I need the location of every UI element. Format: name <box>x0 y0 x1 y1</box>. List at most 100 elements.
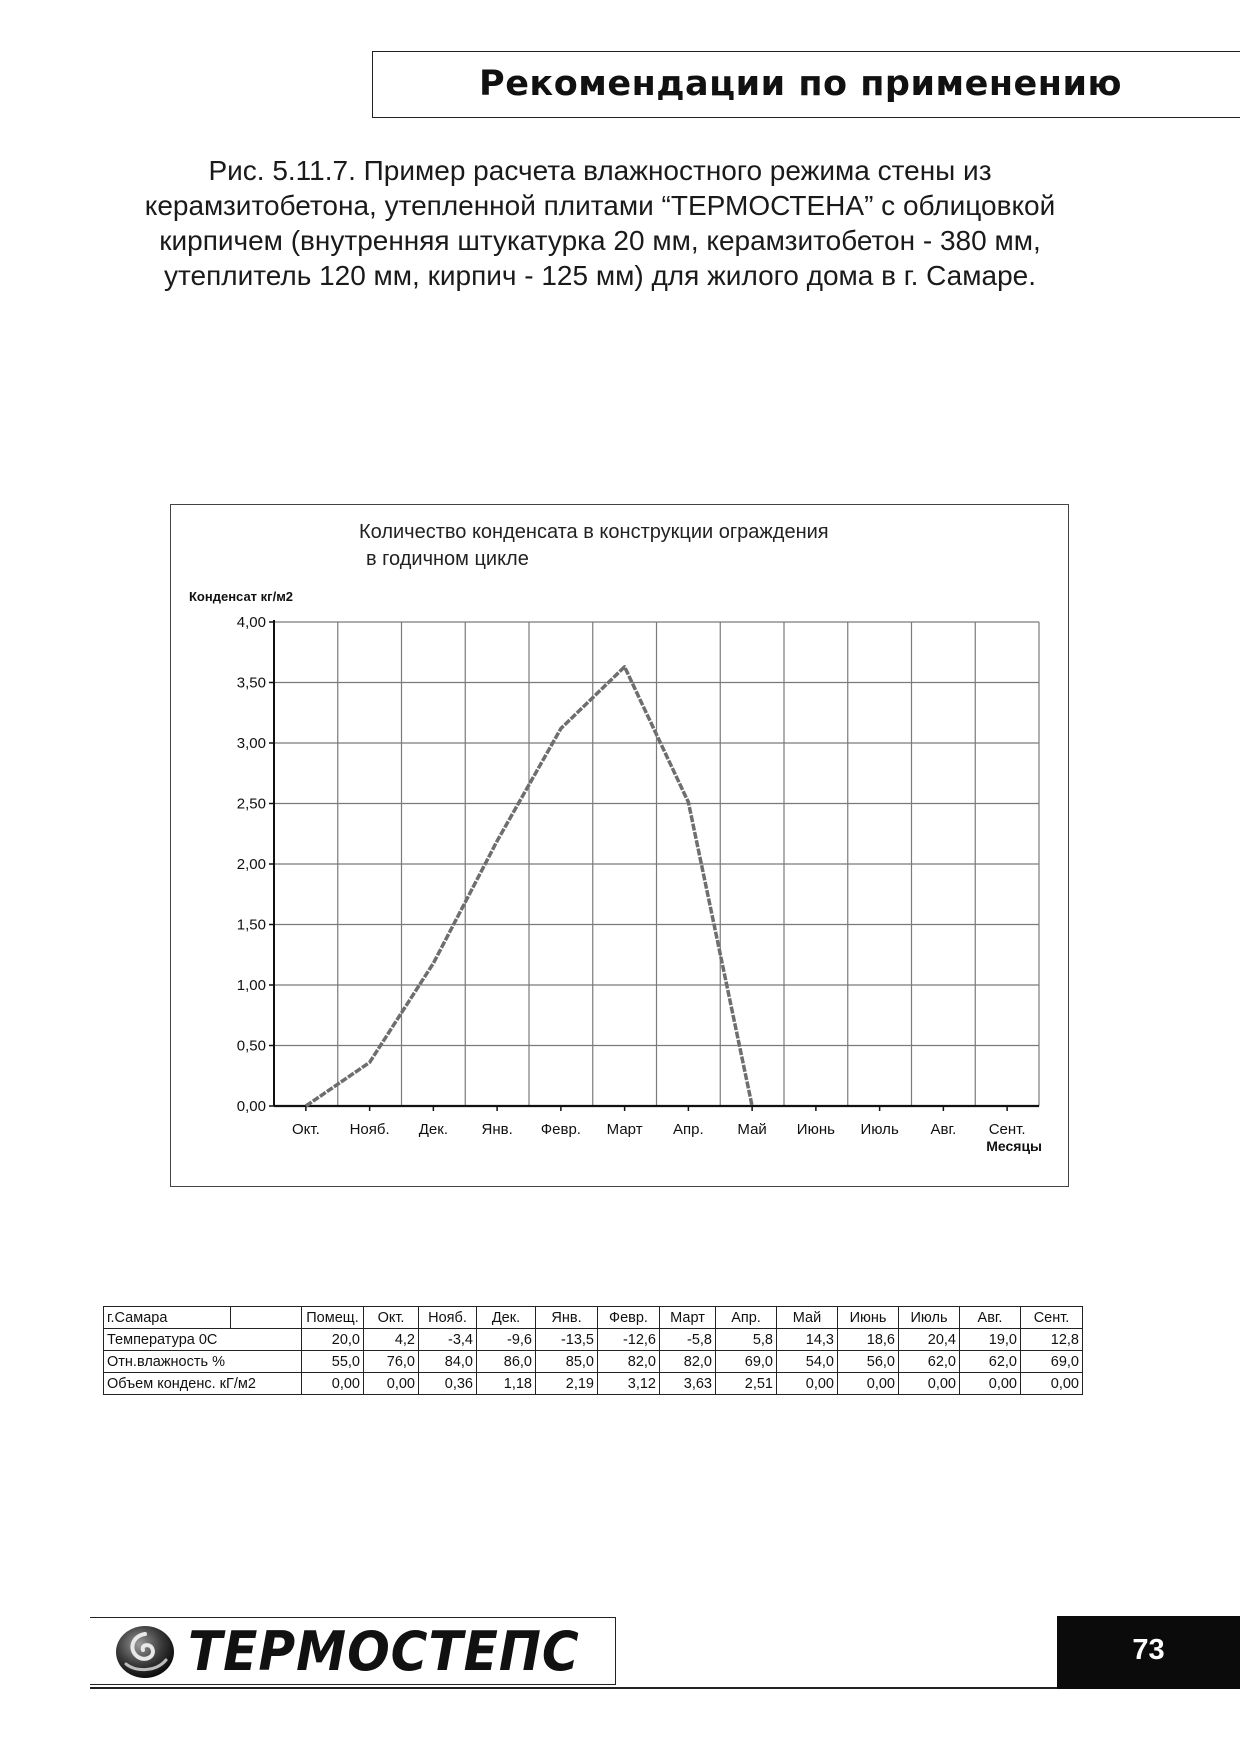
table-cell: 82,0 <box>659 1350 716 1373</box>
table-cell: 19,0 <box>959 1328 1021 1351</box>
x-tick-label: Окт. <box>292 1121 320 1138</box>
table-cell: 14,3 <box>776 1328 838 1351</box>
table-header-cell: Март <box>659 1306 716 1329</box>
table-cell: -3,4 <box>418 1328 477 1351</box>
table-header-row: г.Самара Помещ. Окт. Нояб. Дек. Янв. Февр. Март… <box>103 1306 1083 1329</box>
page-title: Рекомендации по применению <box>479 64 1122 104</box>
y-tick-label: 0,50 <box>237 1038 266 1055</box>
table-cell: 0,00 <box>837 1372 899 1395</box>
table-header-cell: Авг. <box>959 1306 1021 1329</box>
x-tick-labels: Окт. Нояб. Дек. Янв. Февр. Март Апр. Май Июнь Июл… <box>292 1121 1026 1138</box>
table-cell: 82,0 <box>597 1350 660 1373</box>
y-tick-label: 3,50 <box>237 675 266 692</box>
chart-frame: Количество конденсата в конструкции огра… <box>170 504 1069 1187</box>
table-cell: -12,6 <box>597 1328 660 1351</box>
table-cell: 0,00 <box>959 1372 1021 1395</box>
x-tick-label: Дек. <box>419 1121 448 1138</box>
y-tick-labels: 0,00 0,50 1,00 1,50 2,00 2,50 3,00 3,50 4,00 <box>237 614 266 1115</box>
table-cell: 18,6 <box>837 1328 899 1351</box>
table-cell: 69,0 <box>1020 1350 1083 1373</box>
x-tick-label: Апр. <box>673 1121 704 1138</box>
caption-line: керамзитобетона, утепленной плитами “ТЕР… <box>144 190 1056 221</box>
figure-caption: Рис. 5.11.7. Пример расчета влажностного… <box>100 153 1100 293</box>
y-axis-label: Конденсат кг/м2 <box>189 589 293 604</box>
table-header-cell: Февр. <box>597 1306 660 1329</box>
table-cell: 12,8 <box>1020 1328 1083 1351</box>
table-row: Отн.влажность % 55,0 76,0 84,0 86,0 85,0 82,0 8… <box>103 1350 1083 1373</box>
caption-line: кирпичем (внутренняя штукатурка 20 мм, к… <box>159 225 1041 256</box>
table-header-cell <box>230 1306 302 1329</box>
logo-box: ТЕРМОСТЕПС <box>90 1617 616 1685</box>
table-cell: 0,00 <box>301 1372 364 1395</box>
y-tick-label: 4,00 <box>237 614 266 631</box>
table-cell: 76,0 <box>363 1350 419 1373</box>
chart-series <box>304 665 754 1108</box>
table-header-cell: Апр. <box>715 1306 777 1329</box>
chart-title-line: Количество конденсата в конструкции огра… <box>359 521 829 543</box>
condensate-chart: Количество конденсата в конструкции огра… <box>189 521 1042 1154</box>
table-cell: 3,63 <box>659 1372 716 1395</box>
table-cell: 1,18 <box>476 1372 536 1395</box>
table-cell: -5,8 <box>659 1328 716 1351</box>
table-cell: 5,8 <box>715 1328 777 1351</box>
table-cell: 0,00 <box>776 1372 838 1395</box>
table-cell: 54,0 <box>776 1350 838 1373</box>
x-axis-label: Месяцы <box>986 1138 1042 1154</box>
brand-logo-text: ТЕРМОСТЕПС <box>188 1620 580 1683</box>
x-tick-label: Авг. <box>930 1121 956 1138</box>
table-header-cell: Янв. <box>535 1306 598 1329</box>
y-tick-label: 1,00 <box>237 977 266 994</box>
climate-data-table: г.Самара Помещ. Окт. Нояб. Дек. Янв. Февр. Март… <box>103 1306 1083 1395</box>
header-box: Рекомендации по применению <box>372 51 1240 118</box>
x-tick-label: Сент. <box>989 1121 1026 1138</box>
table-row-label: Отн.влажность % <box>103 1350 302 1373</box>
table-cell: 69,0 <box>715 1350 777 1373</box>
x-tick-label: Июль <box>860 1121 898 1138</box>
page-number-box: 73 <box>1057 1616 1240 1689</box>
table-cell: 0,00 <box>1020 1372 1083 1395</box>
x-tick-label: Нояб. <box>350 1121 390 1138</box>
table-header-cell: Окт. <box>363 1306 419 1329</box>
x-tick-label: Май <box>737 1121 766 1138</box>
table-header-cell: Помещ. <box>301 1306 364 1329</box>
y-tick-label: 0,00 <box>237 1098 266 1115</box>
table-header-cell: Июнь <box>837 1306 899 1329</box>
caption-line: утеплитель 120 мм, кирпич - 125 мм) для … <box>163 260 1036 291</box>
table-cell: 2,19 <box>535 1372 598 1395</box>
table-cell: 62,0 <box>959 1350 1021 1373</box>
table-row-label: Температура 0С <box>103 1328 302 1351</box>
swirl-logo-icon <box>116 1626 174 1678</box>
y-tick-label: 1,50 <box>237 917 266 934</box>
page-number: 73 <box>1132 1634 1165 1666</box>
table-cell: 3,12 <box>597 1372 660 1395</box>
chart-title-line: в годичном цикле <box>366 548 529 570</box>
table-cell: 55,0 <box>301 1350 364 1373</box>
chart-grid <box>274 621 1040 1106</box>
y-tick-label: 2,00 <box>237 856 266 873</box>
table-cell: -13,5 <box>535 1328 598 1351</box>
table-cell: 85,0 <box>535 1350 598 1373</box>
table-header-cell: г.Самара <box>103 1306 231 1329</box>
table-row-label: Объем конденс. кГ/м2 <box>103 1372 302 1395</box>
x-tick-label: Февр. <box>541 1121 581 1138</box>
table-header-cell: Дек. <box>476 1306 536 1329</box>
x-tick-label: Июнь <box>797 1121 835 1138</box>
table-cell: 56,0 <box>837 1350 899 1373</box>
x-tick-label: Янв. <box>481 1121 512 1138</box>
chart-axes <box>269 620 1039 1111</box>
table-cell: 62,0 <box>898 1350 960 1373</box>
table-header-cell: Нояб. <box>418 1306 477 1329</box>
table-row: Температура 0С 20,0 4,2 -3,4 -9,6 -13,5 -12,6-… <box>103 1328 1083 1351</box>
footer-rule <box>90 1687 1240 1689</box>
table-header-cell: Сент. <box>1020 1306 1083 1329</box>
table-cell: 0,00 <box>898 1372 960 1395</box>
y-tick-label: 3,00 <box>237 735 266 752</box>
table-cell: 0,36 <box>418 1372 477 1395</box>
table-cell: 2,51 <box>715 1372 777 1395</box>
table-row: Объем конденс. кГ/м2 0,00 0,00 0,36 1,18 2,19… <box>103 1372 1083 1395</box>
table-header-cell: Июль <box>898 1306 960 1329</box>
table-header-cell: Май <box>776 1306 838 1329</box>
x-tick-label: Март <box>607 1121 643 1138</box>
condensate-series-line <box>304 665 754 1108</box>
caption-line: Рис. 5.11.7. Пример расчета влажностного… <box>208 155 992 186</box>
